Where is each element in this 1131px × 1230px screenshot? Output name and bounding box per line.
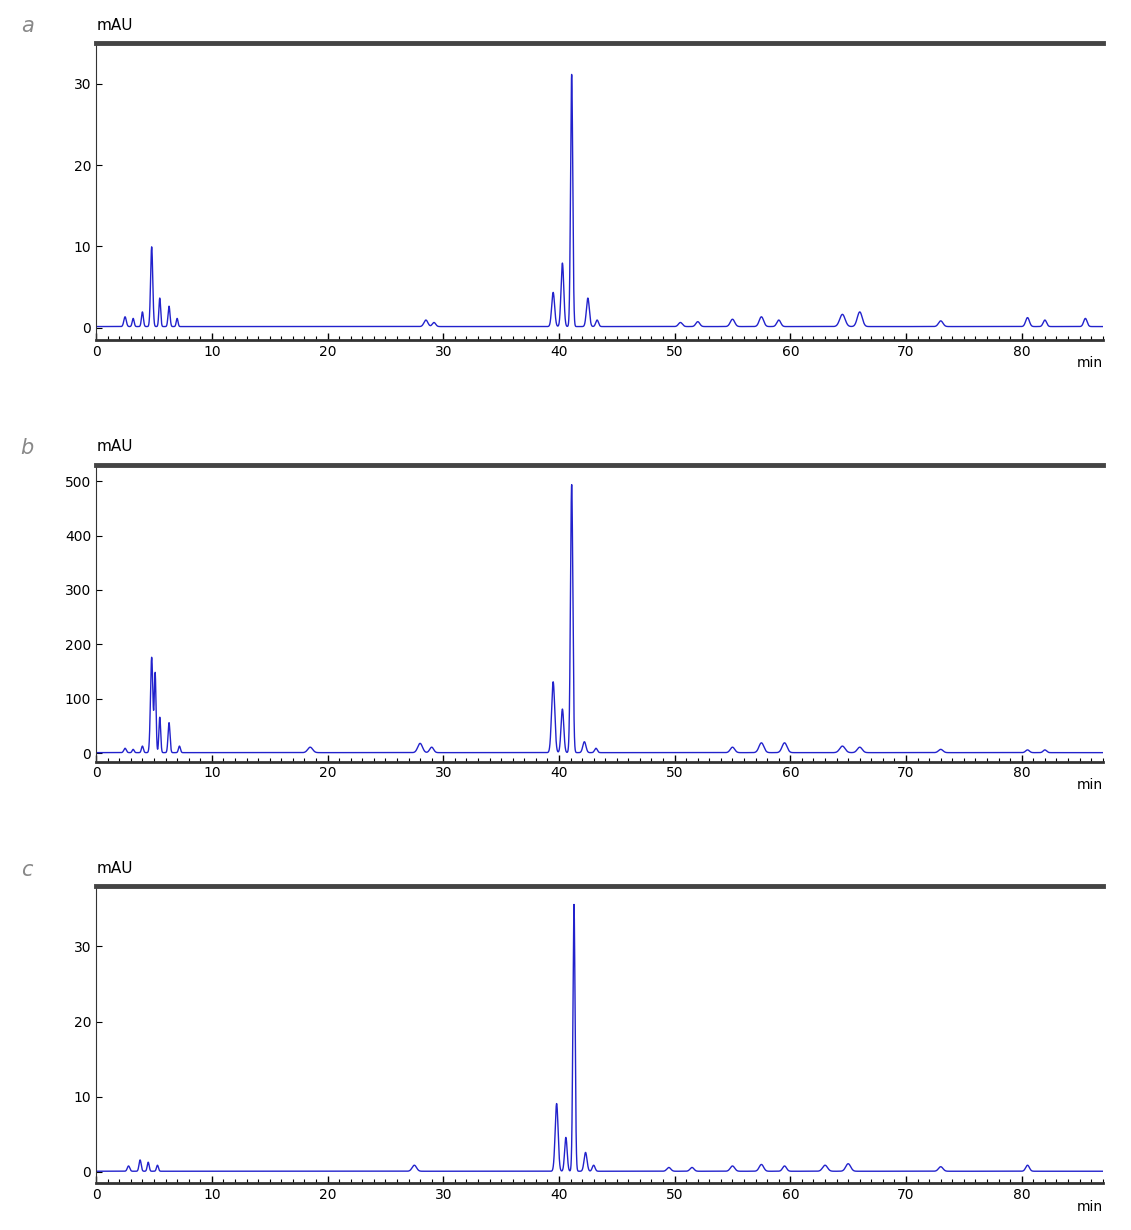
Text: c: c: [20, 860, 32, 879]
Text: min: min: [1077, 1199, 1103, 1214]
Text: b: b: [20, 438, 34, 458]
Text: mAU: mAU: [96, 861, 132, 876]
Text: mAU: mAU: [96, 439, 132, 454]
Text: a: a: [20, 16, 34, 37]
Text: min: min: [1077, 357, 1103, 370]
Text: mAU: mAU: [96, 17, 132, 33]
Text: min: min: [1077, 777, 1103, 792]
